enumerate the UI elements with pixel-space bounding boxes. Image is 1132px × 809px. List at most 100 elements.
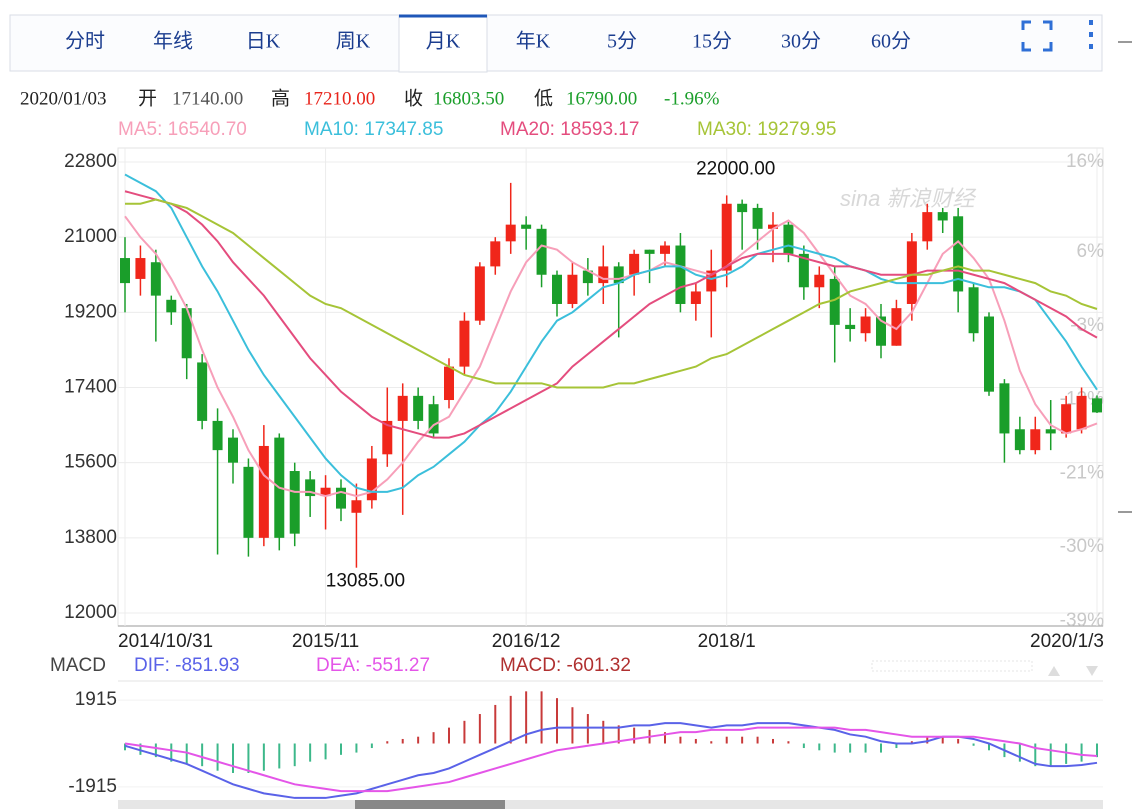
x-tick-label: 2018/1 — [698, 631, 756, 652]
scroll-handle[interactable] — [355, 800, 505, 809]
tab[interactable]: 周K — [336, 31, 371, 53]
candle-body — [413, 395, 424, 421]
candle-body — [876, 316, 886, 346]
candle-body — [444, 366, 454, 401]
candle-body — [197, 362, 208, 421]
y2-tick-label: -21% — [1060, 462, 1104, 483]
candle-body — [536, 228, 547, 275]
legend-entry: MA30: 19279.95 — [697, 119, 836, 140]
candle-body — [289, 471, 300, 534]
legend-entry: MA5: 16540.70 — [118, 119, 247, 140]
x-tick-label: 2020/1/3 — [1030, 631, 1104, 652]
candle-body — [1014, 429, 1025, 451]
legend-entry: MA20: 18593.17 — [500, 119, 639, 140]
candle-body — [474, 266, 485, 321]
candle-body — [798, 253, 809, 288]
y-tick-label: 21000 — [64, 226, 117, 247]
candle-body — [305, 479, 316, 497]
candle-body — [521, 224, 532, 229]
annotation: 13085.00 — [326, 571, 405, 592]
candle-body — [613, 266, 624, 284]
y-tick-label: 22800 — [64, 151, 117, 172]
info-label: 高 — [271, 87, 290, 109]
scroll-arrows[interactable] — [1048, 666, 1098, 676]
candle-body — [937, 212, 948, 221]
candle-body — [505, 224, 516, 242]
legend-entry: DEA: -551.27 — [316, 655, 430, 676]
candle-body — [212, 420, 223, 451]
candle-body — [737, 203, 748, 213]
candle-body — [320, 487, 331, 497]
y2-tick-label: -39% — [1060, 610, 1104, 631]
candle-body — [120, 258, 130, 284]
candle-body — [228, 437, 238, 463]
info-label: 低 — [534, 87, 553, 109]
candle-body — [845, 324, 856, 330]
candle-body — [690, 291, 701, 304]
candle-body — [706, 270, 717, 292]
tab[interactable]: 分时 — [65, 30, 105, 53]
menu-icon[interactable] — [1089, 20, 1093, 49]
candle-body — [382, 420, 393, 455]
info-label: 收 — [404, 87, 423, 109]
tab[interactable]: 年线 — [153, 30, 193, 53]
candle-body — [135, 258, 146, 279]
candle-body — [1030, 429, 1041, 451]
annotation: 22000.00 — [696, 158, 775, 179]
active-tab — [398, 14, 488, 73]
candle-body — [783, 224, 794, 254]
fullscreen-icon[interactable] — [1021, 20, 1053, 52]
info-label: 开 — [138, 88, 157, 109]
candle-body — [1076, 395, 1087, 430]
y-tick-label: 1915 — [75, 689, 117, 710]
candle-body — [366, 458, 377, 501]
candle-body — [768, 224, 778, 229]
tab[interactable]: 5分 — [607, 30, 637, 53]
candle-body — [829, 278, 840, 325]
candle-body — [490, 241, 501, 267]
candle-body — [629, 253, 640, 275]
tab[interactable]: 30分 — [781, 30, 821, 53]
candle-body — [891, 308, 902, 346]
macd-line — [124, 722, 1098, 799]
legend-entry: MACD: -601.32 — [500, 655, 631, 676]
candle-body — [752, 207, 763, 229]
y-tick-label: 12000 — [64, 602, 117, 623]
legend-entry: MA10: 17347.85 — [304, 119, 443, 140]
scrollbar[interactable] — [118, 800, 1103, 809]
ma-line — [124, 173, 1098, 493]
candle-body — [922, 212, 933, 242]
tab[interactable]: 15分 — [692, 30, 732, 53]
y2-tick-label: -30% — [1060, 536, 1104, 557]
candle-body — [567, 274, 578, 304]
range-dots — [871, 660, 1033, 672]
candle-body — [181, 308, 192, 359]
info-value: 17210.00 — [304, 88, 375, 109]
candle-body — [459, 320, 470, 367]
candle-body — [582, 270, 593, 284]
y2-tick-label: 16% — [1066, 151, 1104, 172]
candle-body — [644, 249, 655, 254]
y-tick-label: 19200 — [64, 301, 117, 322]
candle-body — [984, 316, 994, 392]
macd-line — [124, 726, 1098, 793]
candle-body — [397, 395, 408, 421]
tab-bar — [9, 14, 1103, 72]
candle-body — [1061, 404, 1072, 434]
tab[interactable]: 月K — [426, 31, 461, 53]
y-tick-label: -1915 — [68, 776, 117, 797]
candle-body — [968, 287, 979, 334]
y-tick-label: 13800 — [64, 527, 117, 548]
tab[interactable]: 年K — [516, 30, 551, 53]
candle-body — [243, 466, 254, 538]
tab[interactable]: 日K — [246, 31, 281, 53]
legend-entry: DIF: -851.93 — [134, 655, 240, 676]
candle-body — [258, 445, 269, 538]
ma-line — [124, 190, 1098, 439]
ma-line — [124, 215, 1098, 498]
info-value: 16803.50 — [433, 88, 504, 109]
candle-body — [598, 266, 609, 284]
tab[interactable]: 60分 — [871, 30, 911, 53]
